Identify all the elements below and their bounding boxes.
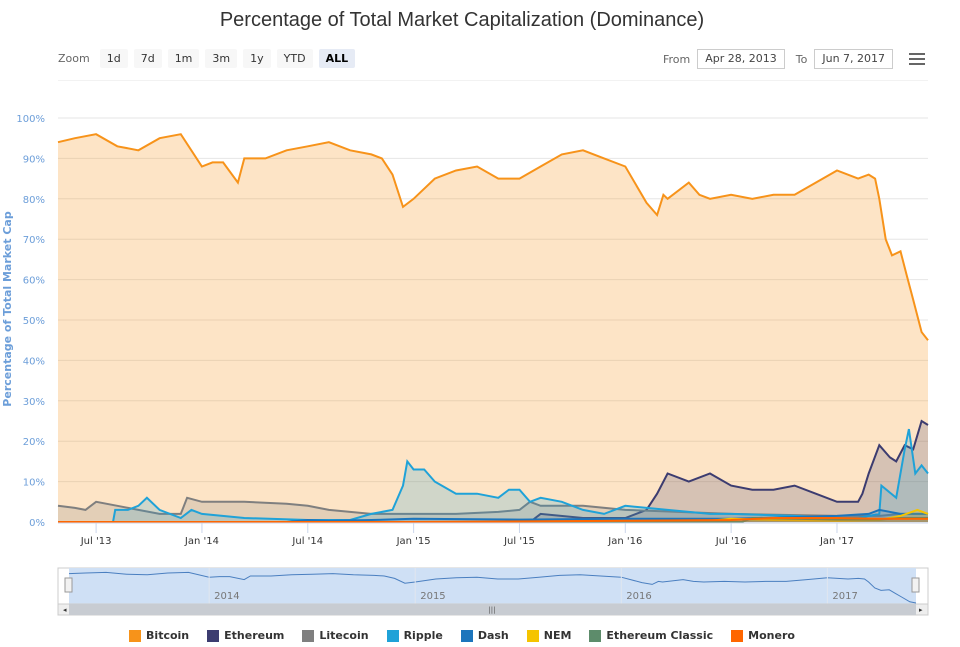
legend-label: Ethereum Classic: [606, 629, 714, 642]
y-tick-label: 0%: [29, 518, 45, 529]
chart-title: Percentage of Total Market Capitalizatio…: [219, 9, 705, 31]
legend-item-ethereum[interactable]: Ethereum: [207, 629, 284, 642]
zoom-selector: Zoom 1d 7d 1m 3m 1y YTD ALL: [58, 49, 356, 68]
legend-item-monero[interactable]: Monero: [731, 629, 795, 642]
legend-swatch: [589, 629, 602, 642]
legend-swatch: [207, 629, 220, 642]
zoom-ytd-button[interactable]: YTD: [276, 49, 313, 68]
series-area-ripple: [58, 429, 928, 522]
series-line-monero[interactable]: [58, 517, 928, 523]
x-tick-label: Jan '17: [819, 536, 854, 547]
from-label: From: [663, 52, 691, 66]
series-line-dash[interactable]: [58, 508, 928, 523]
x-tick-label: Jul '13: [80, 536, 112, 547]
legend-item-ethereum-classic[interactable]: Ethereum Classic: [589, 629, 713, 642]
legend-swatch: [526, 629, 539, 642]
y-tick-label: 100%: [16, 114, 45, 125]
x-tick-label: Jul '14: [291, 536, 323, 547]
chart-area: 0% 10% 20% 30% 40% 50% 60% 70% 80% 90% 100% Jul '1…: [1, 80, 929, 616]
series-line-bitcoin[interactable]: [57, 133, 929, 341]
legend-swatch: [302, 629, 315, 642]
zoom-1y-button[interactable]: 1y: [243, 49, 271, 68]
series-group: [57, 133, 929, 523]
navigator-selected-range[interactable]: [69, 568, 916, 604]
to-date-input[interactable]: Jun 7, 2017: [814, 49, 894, 69]
y-tick-label: 20%: [23, 437, 45, 448]
legend-label: Bitcoin: [146, 629, 190, 642]
hamburger-menu-icon[interactable]: [909, 53, 925, 67]
x-axis-ticks: Jul '13 Jan '14 Jul '14 Jan '15 Jul '15 Jan '…: [58, 522, 928, 547]
series-area-ethereum: [58, 421, 928, 522]
zoom-3m-button[interactable]: 3m: [205, 49, 238, 68]
y-tick-label: 50%: [23, 316, 45, 327]
series-area-bitcoin: [58, 134, 928, 522]
y-tick-label: 90%: [23, 154, 45, 165]
to-label: To: [795, 52, 808, 66]
legend-label: Ethereum: [224, 629, 285, 642]
y-tick-label: 30%: [23, 397, 45, 408]
y-tick-label: 60%: [23, 276, 45, 287]
legend-item-ripple[interactable]: Ripple: [386, 629, 443, 642]
navigator-year-label: 2014: [214, 591, 239, 602]
grid-lines: [58, 117, 928, 523]
legend-item-nem[interactable]: NEM: [526, 629, 572, 642]
series-line-ethereum[interactable]: [58, 419, 929, 523]
legend-swatch: [129, 629, 142, 642]
navigator[interactable]: 2014 2015 2016 2017 ◂ ▸ |||: [57, 567, 929, 616]
zoom-1m-button[interactable]: 1m: [167, 49, 200, 68]
navigator-left-handle[interactable]: [64, 577, 73, 593]
series-line-ripple[interactable]: [58, 428, 929, 523]
y-axis-title: Percentage of Total Market Cap: [1, 211, 14, 407]
scrollbar-thumb[interactable]: [69, 604, 916, 615]
arrow-right-icon[interactable]: ▸: [919, 606, 923, 614]
y-tick-label: 40%: [23, 356, 45, 367]
grip-icon[interactable]: |||: [488, 606, 495, 614]
x-tick-label: Jul '16: [715, 536, 747, 547]
navigator-right-handle[interactable]: [911, 577, 920, 593]
navigator-year-label: 2016: [626, 591, 651, 602]
zoom-all-button[interactable]: ALL: [318, 49, 356, 68]
zoom-label: Zoom: [58, 52, 90, 65]
zoom-1d-button[interactable]: 1d: [99, 49, 128, 68]
legend-label: Ripple: [403, 629, 443, 642]
x-tick-label: Jan '16: [607, 536, 642, 547]
legend-swatch: [460, 629, 473, 642]
date-range: From Apr 28, 2013 To Jun 7, 2017: [663, 49, 894, 69]
legend-swatch: [731, 629, 744, 642]
legend-label: Litecoin: [319, 629, 369, 642]
zoom-7d-button[interactable]: 7d: [133, 49, 162, 68]
legend-item-litecoin[interactable]: Litecoin: [302, 629, 369, 642]
navigator-year-labels: 2014 2015 2016 2017: [208, 568, 858, 604]
y-tick-label: 80%: [23, 195, 45, 206]
y-tick-label: 70%: [23, 235, 45, 246]
x-tick-label: Jan '14: [184, 536, 219, 547]
x-tick-label: Jul '15: [503, 536, 535, 547]
legend-swatch: [386, 629, 399, 642]
navigator-series-line: [68, 571, 917, 604]
from-date-input[interactable]: Apr 28, 2013: [697, 49, 785, 69]
legend-item-bitcoin[interactable]: Bitcoin: [129, 629, 189, 642]
legend-label: Dash: [477, 629, 509, 642]
legend-label: NEM: [543, 629, 572, 642]
y-tick-label: 10%: [23, 478, 45, 489]
legend: Bitcoin Ethereum Litecoin Ripple Dash NEM Ethe…: [0, 629, 924, 642]
legend-item-dash[interactable]: Dash: [460, 629, 509, 642]
legend-label: Monero: [748, 629, 795, 642]
navigator-year-label: 2015: [420, 591, 445, 602]
arrow-left-icon[interactable]: ◂: [63, 606, 67, 614]
series-area-ethereum-classic: [58, 518, 928, 522]
navigator-year-label: 2017: [832, 591, 857, 602]
y-axis-ticks: 0% 10% 20% 30% 40% 50% 60% 70% 80% 90% 100%: [16, 114, 45, 529]
x-tick-label: Jan '15: [396, 536, 431, 547]
